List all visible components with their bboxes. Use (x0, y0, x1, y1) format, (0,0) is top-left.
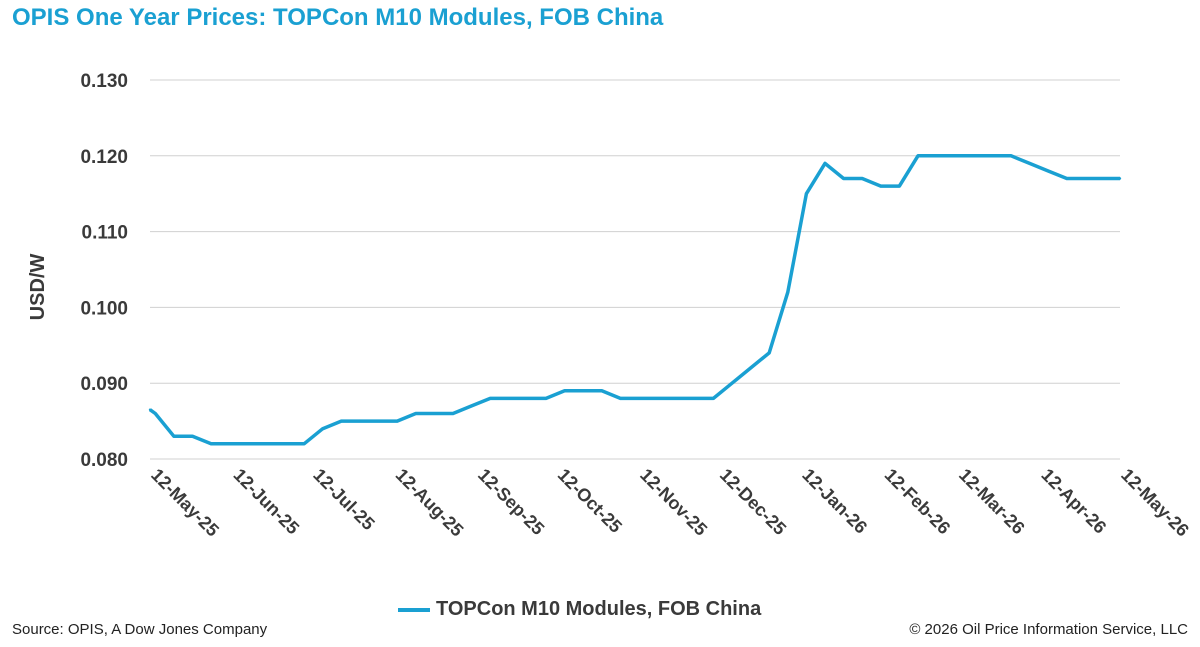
y-tick-label: 0.100 (80, 298, 128, 319)
data-point (935, 154, 938, 157)
x-axis-ticks: 12-May-25 12-Jun-25 12-Jul-25 12-Aug-25 12-S… (147, 465, 1193, 541)
x-tick-label: 12-Apr-26 (1037, 465, 1110, 538)
data-point (451, 412, 455, 415)
x-tick-label: 12-Jun-25 (230, 465, 304, 539)
x-tick-label: 12-Dec-25 (716, 465, 790, 539)
y-tick-label: 0.110 (82, 223, 129, 244)
x-tick-label: 12-Feb-26 (881, 465, 955, 539)
legend-swatch (398, 607, 430, 612)
data-point (637, 397, 641, 400)
data-point (1102, 177, 1106, 180)
data-point (805, 192, 808, 195)
y-axis-title: USD/W (27, 254, 49, 321)
data-point (916, 154, 920, 157)
y-tick-label: 0.120 (80, 147, 128, 168)
data-point (619, 397, 622, 400)
data-point (786, 291, 789, 294)
data-point (414, 412, 417, 415)
x-tick-label: 12-May-26 (1117, 465, 1193, 541)
data-point (526, 397, 529, 400)
data-point (247, 442, 250, 445)
data-point (730, 382, 734, 385)
data-point (1118, 177, 1122, 180)
data-point (209, 442, 213, 445)
y-axis-ticks: 0.080 0.090 0.100 0.110 0.120 0.130 (80, 71, 128, 471)
data-point (302, 442, 306, 445)
chart-title: OPIS One Year Prices: TOPCon M10 Modules… (12, 4, 664, 31)
data-point (433, 412, 436, 415)
data-point (879, 184, 882, 188)
x-tick-label: 12-Oct-25 (554, 465, 626, 537)
data-point (898, 184, 901, 188)
data-point (842, 177, 845, 180)
data-point (823, 162, 827, 165)
data-point (265, 442, 269, 445)
data-point (544, 397, 548, 400)
data-point (749, 366, 752, 370)
x-tick-label: 12-Jan-26 (798, 465, 871, 538)
data-point (470, 404, 473, 408)
data-point (1047, 169, 1050, 173)
data-point (675, 397, 678, 400)
data-point (340, 419, 343, 423)
data-point (861, 177, 864, 180)
data-point (191, 435, 194, 438)
data-point (1028, 162, 1031, 165)
grid-lines (150, 79, 1120, 460)
data-point (1065, 177, 1069, 180)
x-tick-label: 12-Sep-25 (474, 465, 548, 539)
x-tick-label: 12-Mar-26 (955, 465, 1029, 539)
legend: TOPCon M10 Modules, FOB China (398, 598, 761, 621)
data-point (693, 397, 696, 400)
y-tick-label: 0.130 (80, 71, 128, 92)
data-point (154, 412, 157, 415)
data-point (991, 154, 994, 157)
data-point (582, 389, 585, 392)
data-point (172, 435, 176, 438)
data-point (600, 389, 603, 392)
data-point (972, 154, 975, 157)
data-point (396, 419, 399, 423)
data-point (712, 397, 715, 400)
x-tick-label: 12-May-25 (147, 465, 223, 541)
series-line (148, 154, 1120, 446)
source-note: Source: OPIS, A Dow Jones Company (12, 621, 268, 638)
legend-label: TOPCon M10 Modules, FOB China (436, 598, 762, 620)
y-tick-label: 0.080 (80, 450, 128, 471)
data-point (358, 419, 362, 423)
data-point (148, 408, 152, 411)
x-tick-label: 12-Nov-25 (636, 465, 711, 540)
data-point (1009, 154, 1013, 157)
data-point (489, 397, 492, 400)
data-point (563, 389, 566, 392)
data-point (284, 442, 287, 445)
data-point (321, 427, 324, 430)
data-point (954, 154, 957, 157)
x-tick-label: 12-Jul-25 (309, 465, 378, 534)
x-tick-label: 12-Aug-25 (392, 465, 468, 541)
data-point (377, 419, 380, 423)
copyright-note: © 2026 Oil Price Information Service, LL… (909, 621, 1188, 638)
data-point (656, 397, 659, 400)
series-layer (148, 154, 1122, 446)
data-point (1084, 177, 1087, 180)
data-point (228, 442, 231, 445)
data-point (507, 397, 510, 400)
y-tick-label: 0.090 (80, 374, 128, 395)
data-point (768, 351, 771, 355)
